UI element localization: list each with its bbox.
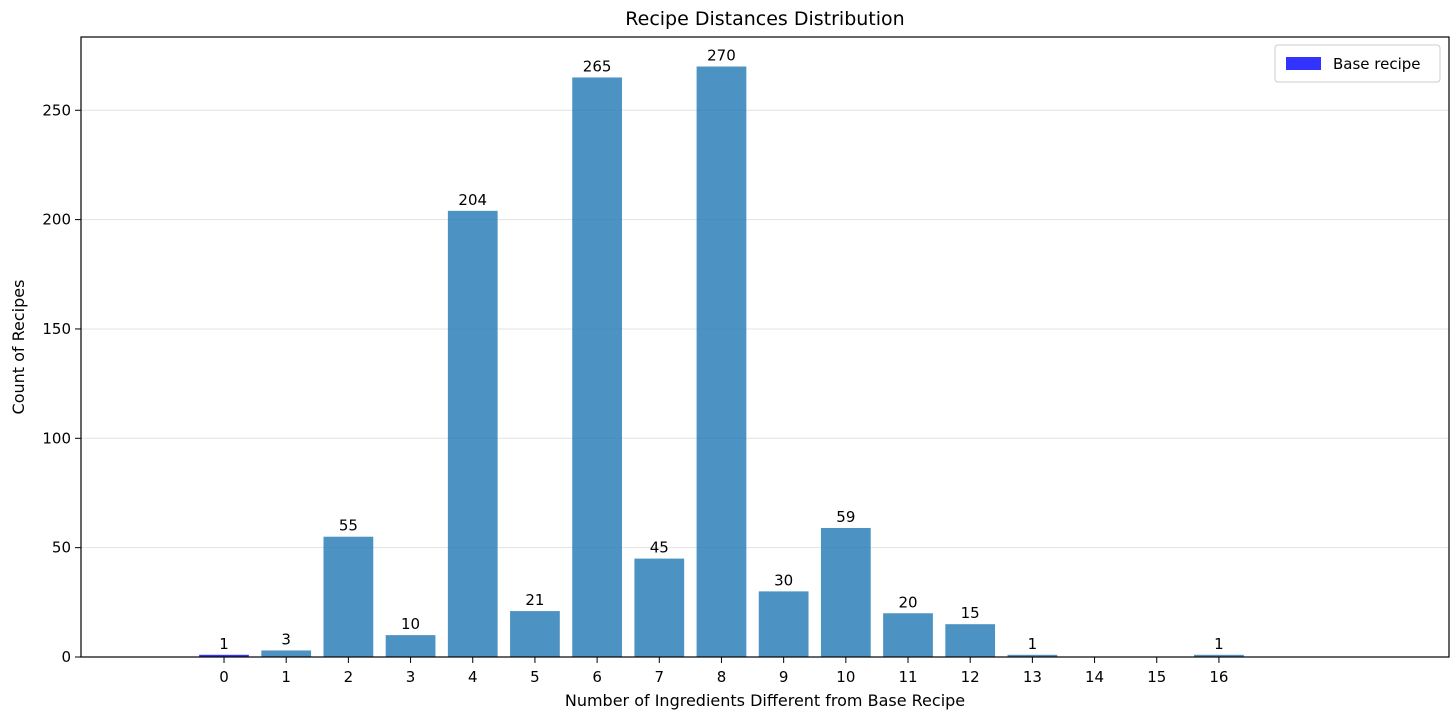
x-tick-label-7: 7 xyxy=(655,668,665,686)
x-tick-label-6: 6 xyxy=(592,668,602,686)
data-label-4: 204 xyxy=(458,191,487,209)
x-tick-label-8: 8 xyxy=(717,668,727,686)
x-tick-label-14: 14 xyxy=(1085,668,1104,686)
bar-8 xyxy=(696,66,747,658)
data-label-1: 3 xyxy=(281,630,291,648)
data-label-0: 1 xyxy=(219,635,229,653)
x-tick-label-4: 4 xyxy=(468,668,478,686)
data-label-7: 45 xyxy=(650,539,669,557)
x-tick-label-16: 16 xyxy=(1209,668,1228,686)
data-labels: 1 3 55 10 204 21 265 45 270 30 59 20 15 1 1 xyxy=(219,47,1223,653)
x-axis-ticks: 0 1 2 3 4 5 6 7 8 9 10 11 12 13 14 15 16 xyxy=(219,657,1228,686)
x-tick-label-1: 1 xyxy=(281,668,291,686)
bar-6 xyxy=(572,77,622,657)
x-tick-label-13: 13 xyxy=(1023,668,1042,686)
bars xyxy=(199,66,1244,658)
plot-frame xyxy=(80,36,1450,658)
data-label-6: 265 xyxy=(583,57,612,75)
data-label-2: 55 xyxy=(339,517,358,535)
x-tick-label-2: 2 xyxy=(344,668,354,686)
x-tick-label-3: 3 xyxy=(406,668,416,686)
data-label-8: 270 xyxy=(707,47,736,65)
data-label-3: 10 xyxy=(401,615,420,633)
legend: Base recipe xyxy=(1274,44,1441,83)
bar-1 xyxy=(261,650,312,657)
data-label-10: 59 xyxy=(836,508,855,526)
y-tick-label-0: 0 xyxy=(61,648,71,666)
bar-0 xyxy=(199,654,249,657)
x-tick-label-11: 11 xyxy=(898,668,917,686)
chart-title: Recipe Distances Distribution xyxy=(625,8,904,30)
bar-2 xyxy=(323,536,374,657)
x-axis-label: Number of Ingredients Different from Bas… xyxy=(565,691,965,710)
y-tick-label-150: 150 xyxy=(42,320,71,338)
legend-swatch-base-recipe xyxy=(1286,57,1321,70)
x-tick-label-15: 15 xyxy=(1147,668,1166,686)
x-tick-label-5: 5 xyxy=(530,668,540,686)
data-label-5: 21 xyxy=(525,591,544,609)
bar-13 xyxy=(1007,654,1058,657)
legend-box xyxy=(1274,44,1441,83)
data-label-9: 30 xyxy=(774,571,793,589)
bar-7 xyxy=(634,558,685,657)
bar-9 xyxy=(758,591,809,657)
legend-label-base-recipe: Base recipe xyxy=(1333,55,1421,73)
bar-3 xyxy=(385,635,436,657)
y-tick-label-100: 100 xyxy=(42,429,71,447)
data-label-11: 20 xyxy=(898,593,917,611)
y-axis-label: Count of Recipes xyxy=(9,280,28,415)
bar-4 xyxy=(447,210,498,657)
y-tick-label-250: 250 xyxy=(42,101,71,119)
data-label-12: 15 xyxy=(961,604,980,622)
bar-11 xyxy=(883,613,933,657)
bar-12 xyxy=(945,624,996,657)
data-label-13: 1 xyxy=(1028,635,1038,653)
bar-10 xyxy=(820,527,871,657)
y-tick-label-200: 200 xyxy=(42,211,71,229)
x-tick-label-10: 10 xyxy=(836,668,855,686)
x-tick-label-0: 0 xyxy=(219,668,229,686)
x-tick-label-12: 12 xyxy=(961,668,980,686)
bar-16 xyxy=(1194,654,1244,657)
y-axis-ticks: 0 50 100 150 200 250 xyxy=(42,101,81,666)
data-label-16: 1 xyxy=(1214,635,1224,653)
grid-lines xyxy=(81,109,1449,549)
y-tick-label-50: 50 xyxy=(52,539,71,557)
x-tick-label-9: 9 xyxy=(779,668,789,686)
bar-5 xyxy=(510,611,560,657)
